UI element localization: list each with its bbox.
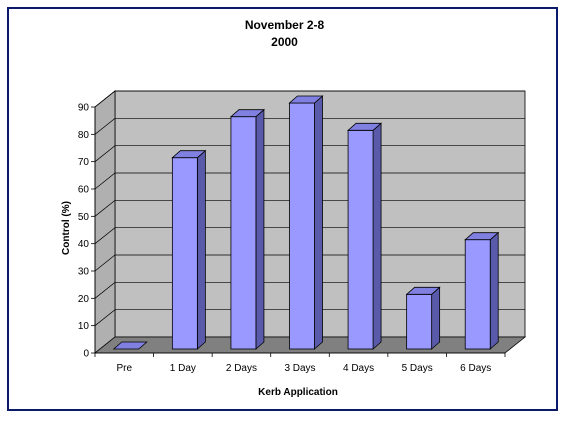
bar-top <box>405 286 441 295</box>
y-tick-labels: 0 10 20 30 40 50 60 70 80 90 <box>78 103 90 360</box>
x-tick-label: 2 Days <box>226 363 257 374</box>
bar <box>347 122 383 350</box>
bar-side <box>372 122 382 350</box>
side-wall <box>94 90 116 354</box>
gridline <box>94 90 525 108</box>
y-tick-label: 20 <box>78 294 90 305</box>
x-tick-label: 6 Days <box>460 363 491 374</box>
x-tick-label: 3 Days <box>284 363 315 374</box>
gridline <box>94 254 525 272</box>
chart-title-line-2: 2000 <box>271 35 298 49</box>
x-tick-labels: Pre 1 Day 2 Days 3 Days 4 Days 5 Days 6 Days <box>117 363 492 374</box>
bar-side <box>489 231 499 350</box>
bar-top <box>464 232 500 241</box>
bar-front <box>406 293 433 350</box>
x-tick-label: 1 Day <box>170 363 196 374</box>
bar-side <box>255 108 265 350</box>
gridline <box>94 145 525 162</box>
bar-top <box>112 341 148 350</box>
bar-front <box>289 102 315 350</box>
bar-front <box>171 157 198 350</box>
gridline <box>94 117 525 135</box>
chart-title: November 2-8 2000 <box>0 17 569 51</box>
x-tick-label: Pre <box>117 363 133 374</box>
gridline <box>94 227 525 244</box>
bar <box>229 108 265 350</box>
bar-side <box>431 286 441 350</box>
y-tick-label: 0 <box>83 349 89 360</box>
bar-top <box>288 95 324 104</box>
bar-front <box>464 239 491 350</box>
bar-front <box>230 116 257 350</box>
y-tick-label: 80 <box>78 130 90 141</box>
bar <box>405 286 441 350</box>
y-tick-label: 30 <box>78 267 90 278</box>
bar <box>288 95 324 350</box>
x-tick-label: 5 Days <box>402 363 433 374</box>
bar <box>171 149 207 350</box>
bar <box>464 231 500 350</box>
bar <box>112 341 148 350</box>
bar-side <box>196 149 206 350</box>
bar-top <box>171 150 207 159</box>
y-tick-label: 70 <box>78 157 90 168</box>
gridlines <box>94 90 525 326</box>
gridline <box>94 172 525 190</box>
y-tick-label: 40 <box>78 239 90 250</box>
bar-side <box>314 95 323 350</box>
gridline <box>94 281 525 299</box>
y-tick-label: 10 <box>78 321 90 332</box>
y-axis-label: Control (%) <box>61 201 72 255</box>
axes <box>91 106 506 357</box>
bars <box>112 95 500 350</box>
bar-top <box>229 109 265 118</box>
chart-title-line-1: November 2-8 <box>244 18 325 32</box>
x-axis-label: Kerb Application <box>258 387 338 398</box>
bar-front <box>347 129 374 350</box>
gridline <box>94 199 525 217</box>
y-tick-label: 50 <box>78 212 90 223</box>
x-tick-label: 4 Days <box>343 363 374 374</box>
bar-top <box>347 122 383 131</box>
gridline <box>94 309 525 326</box>
y-tick-label: 60 <box>78 185 90 196</box>
y-tick-label: 90 <box>78 103 90 114</box>
